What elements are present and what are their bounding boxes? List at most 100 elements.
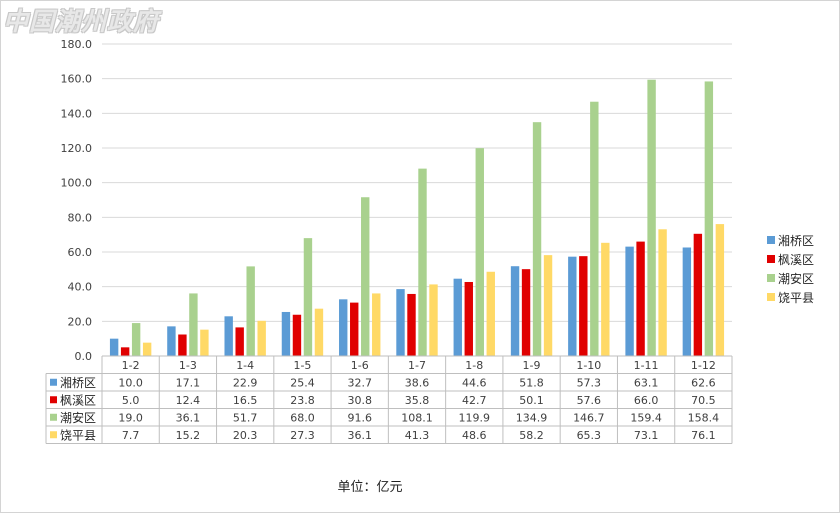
bar <box>636 241 645 356</box>
bar <box>257 320 266 356</box>
watermark-logo: 中国潮州政府 <box>3 7 160 36</box>
data-value-label: 19.0 <box>118 411 143 424</box>
bar <box>224 316 233 356</box>
bar <box>235 327 244 356</box>
bar <box>109 338 119 356</box>
data-value-label: 36.1 <box>176 411 201 424</box>
bar <box>407 293 416 356</box>
unit-caption: 单位：亿元 <box>337 480 403 495</box>
y-tick-label: 40.0 <box>68 281 93 294</box>
bar <box>120 347 130 356</box>
data-value-label: 66.0 <box>634 394 659 407</box>
x-tick-label: 1-12 <box>691 359 716 372</box>
bar <box>693 233 703 356</box>
bar <box>246 266 255 356</box>
y-tick-label: 160.0 <box>61 73 93 86</box>
legend-key <box>767 293 775 301</box>
data-value-label: 57.3 <box>577 376 602 389</box>
bar <box>453 278 462 356</box>
data-value-label: 108.1 <box>401 411 433 424</box>
y-tick-label: 100.0 <box>61 177 93 190</box>
x-tick-label: 1-4 <box>236 359 254 372</box>
y-tick-label: 60.0 <box>68 246 93 259</box>
data-value-label: 119.9 <box>459 411 491 424</box>
data-value-label: 63.1 <box>634 376 659 389</box>
bar <box>658 229 667 356</box>
y-tick-label: 120.0 <box>61 142 93 155</box>
data-value-label: 68.0 <box>290 411 315 424</box>
bar <box>178 334 187 356</box>
x-tick-label: 1-9 <box>523 359 541 372</box>
data-value-label: 76.1 <box>691 429 716 442</box>
bar <box>543 255 553 356</box>
bar <box>350 302 359 356</box>
data-value-label: 25.4 <box>290 376 315 389</box>
data-value-label: 10.0 <box>118 376 143 389</box>
data-value-label: 58.2 <box>519 429 544 442</box>
data-value-label: 50.1 <box>519 394 544 407</box>
bar <box>339 299 348 356</box>
bar <box>429 284 438 356</box>
table-series-label: 饶平县 <box>60 428 96 442</box>
x-tick-label: 1-5 <box>293 359 311 372</box>
data-value-label: 44.6 <box>462 376 487 389</box>
bar <box>647 79 656 356</box>
bar <box>281 311 291 356</box>
data-value-label: 57.6 <box>577 394 602 407</box>
bar <box>704 81 714 356</box>
bar <box>292 314 302 356</box>
legend-label: 湘桥区 <box>778 233 814 248</box>
data-value-label: 35.8 <box>405 394 430 407</box>
bar <box>568 256 577 356</box>
bar <box>200 329 209 356</box>
bar <box>715 224 725 356</box>
data-value-label: 42.7 <box>462 394 487 407</box>
data-value-label: 22.9 <box>233 376 258 389</box>
bar <box>361 197 370 356</box>
data-value-label: 36.1 <box>347 429 372 442</box>
bar <box>372 293 381 356</box>
table-legend-key <box>50 396 57 404</box>
y-tick-label: 80.0 <box>68 211 93 224</box>
bar <box>486 271 495 356</box>
data-value-label: 15.2 <box>176 429 201 442</box>
bar <box>167 326 176 356</box>
bar <box>396 289 405 356</box>
bar <box>142 342 152 356</box>
data-value-label: 51.8 <box>519 376 544 389</box>
legend-label: 潮安区 <box>778 271 814 286</box>
bar <box>590 101 599 356</box>
y-tick-label: 180.0 <box>61 38 93 51</box>
data-value-label: 30.8 <box>347 394 372 407</box>
bar <box>579 256 588 356</box>
legend-key <box>767 236 775 244</box>
y-tick-label: 20.0 <box>68 315 93 328</box>
bar <box>532 122 542 356</box>
legend-label: 饶平县 <box>778 291 814 305</box>
x-tick-label: 1-8 <box>465 359 483 372</box>
data-value-label: 91.6 <box>347 411 372 424</box>
data-value-label: 134.9 <box>516 411 548 424</box>
x-tick-label: 1-11 <box>634 359 659 372</box>
data-value-label: 51.7 <box>233 411 258 424</box>
table-legend-key <box>50 431 57 439</box>
table-series-label: 潮安区 <box>60 410 96 425</box>
data-value-label: 159.4 <box>630 411 662 424</box>
data-value-label: 12.4 <box>176 394 201 407</box>
data-value-label: 27.3 <box>290 429 315 442</box>
y-tick-label: 0.0 <box>75 350 93 363</box>
data-value-label: 158.4 <box>688 411 720 424</box>
data-value-label: 38.6 <box>405 376 430 389</box>
bar <box>510 266 520 356</box>
x-tick-label: 1-10 <box>576 359 601 372</box>
bar <box>314 308 324 356</box>
data-value-label: 65.3 <box>577 429 602 442</box>
bar <box>303 238 313 356</box>
data-value-label: 32.7 <box>347 376 372 389</box>
x-tick-label: 1-2 <box>122 359 140 372</box>
bar <box>521 269 531 356</box>
x-tick-label: 1-6 <box>351 359 369 372</box>
bar <box>601 242 610 356</box>
data-value-label: 70.5 <box>691 394 716 407</box>
